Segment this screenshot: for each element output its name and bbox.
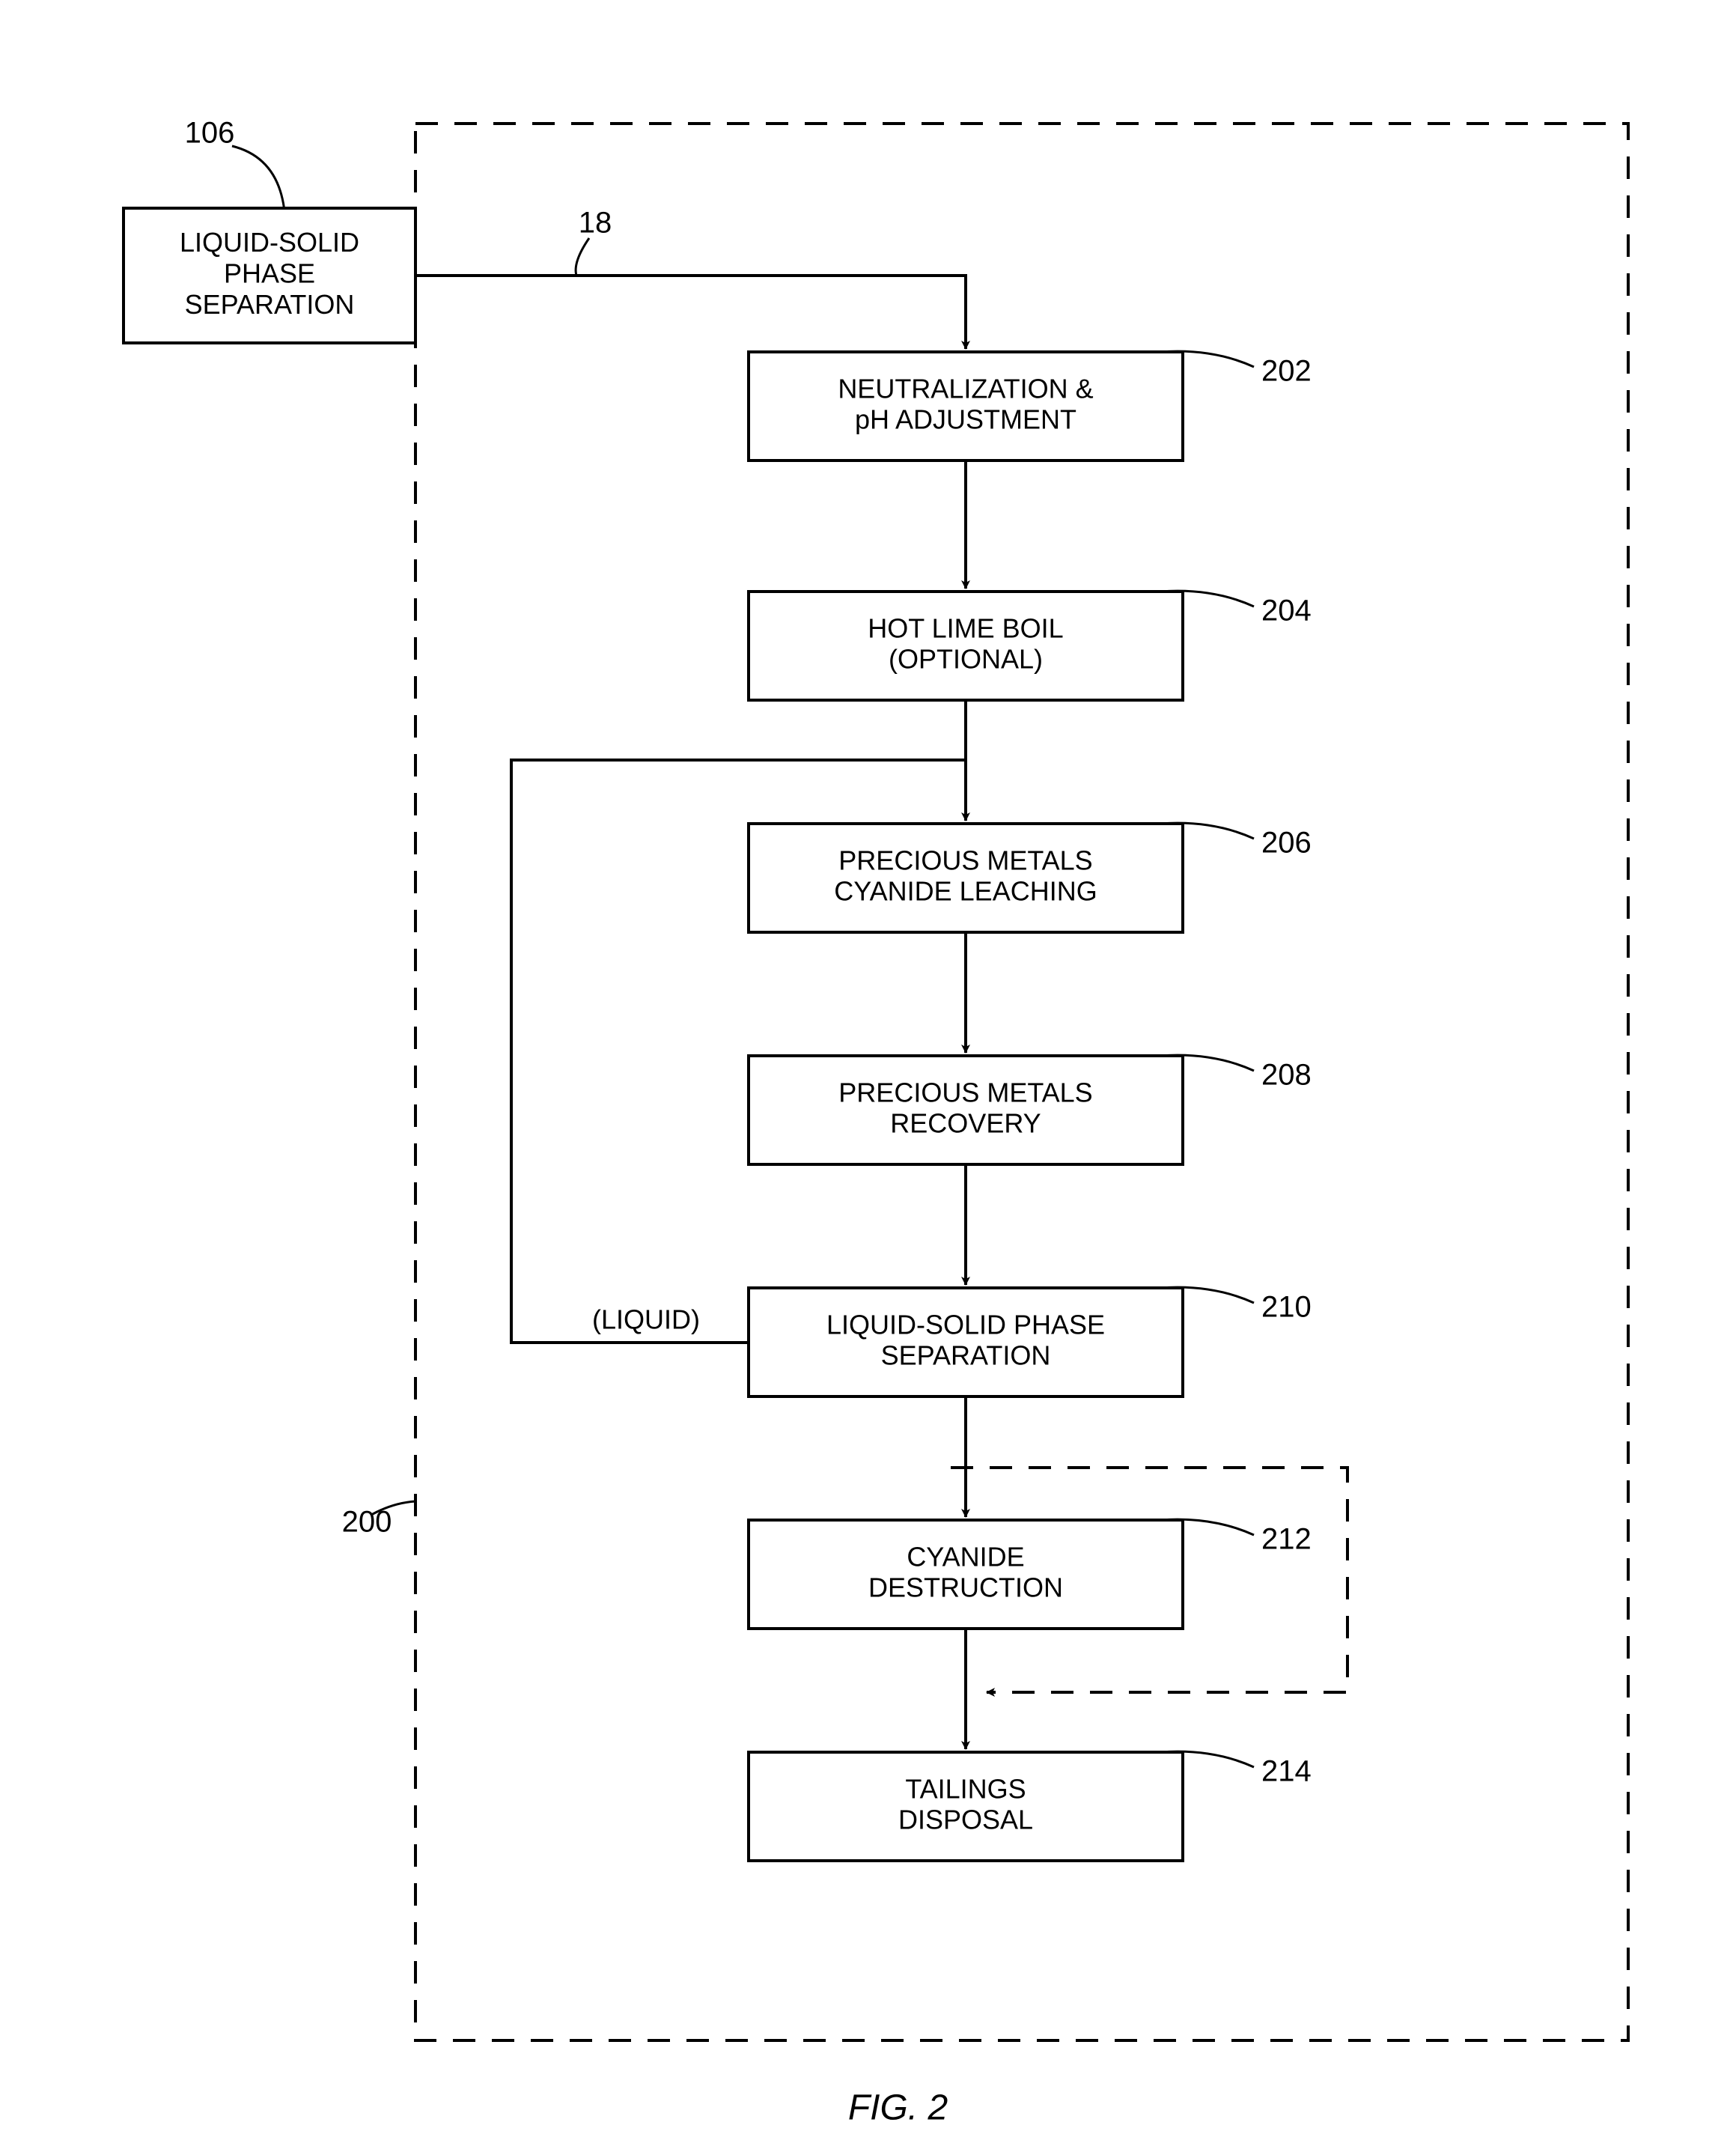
box-label: (OPTIONAL) <box>889 644 1043 675</box>
box-label: CYANIDE LEACHING <box>834 876 1097 907</box>
box-label: LIQUID-SOLID PHASE <box>826 1309 1105 1340</box>
box-label: DISPOSAL <box>898 1805 1033 1835</box>
box-label: LIQUID-SOLID <box>180 227 359 258</box>
box-label: RECOVERY <box>890 1108 1041 1139</box>
box-label: PRECIOUS METALS <box>838 1077 1092 1107</box>
ref-number: 204 <box>1261 595 1312 627</box>
ref-number: 206 <box>1261 827 1312 860</box>
box-label: PHASE <box>224 258 315 289</box>
ref-number-18: 18 <box>579 207 612 240</box>
box-label: DESTRUCTION <box>868 1572 1063 1603</box>
feed-line-18 <box>415 276 966 349</box>
box-label: SEPARATION <box>185 289 355 320</box>
liquid-label: (LIQUID) <box>592 1304 700 1335</box>
box-label: NEUTRALIZATION & <box>838 373 1093 404</box>
box-label: pH ADJUSTMENT <box>855 404 1076 435</box>
box-label: TAILINGS <box>905 1773 1026 1804</box>
ref-number: 208 <box>1261 1059 1312 1092</box>
ref-number: 212 <box>1261 1523 1312 1556</box>
figure-caption: FIG. 2 <box>848 2088 948 2128</box>
ref-number: 214 <box>1261 1755 1312 1788</box>
box-label: SEPARATION <box>881 1340 1051 1371</box>
leader-18 <box>576 238 589 276</box>
ref-number: 210 <box>1261 1291 1312 1324</box>
ref-number-200: 200 <box>342 1506 392 1539</box>
ref-number: 202 <box>1261 355 1312 388</box>
ref-number: 106 <box>185 117 235 150</box>
box-label: HOT LIME BOIL <box>868 613 1063 643</box>
flowchart-figure-2: LIQUID-SOLIDPHASESEPARATION106NEUTRALIZA… <box>0 0 1736 2155</box>
box-label: PRECIOUS METALS <box>838 845 1092 875</box>
box-label: CYANIDE <box>907 1541 1024 1572</box>
